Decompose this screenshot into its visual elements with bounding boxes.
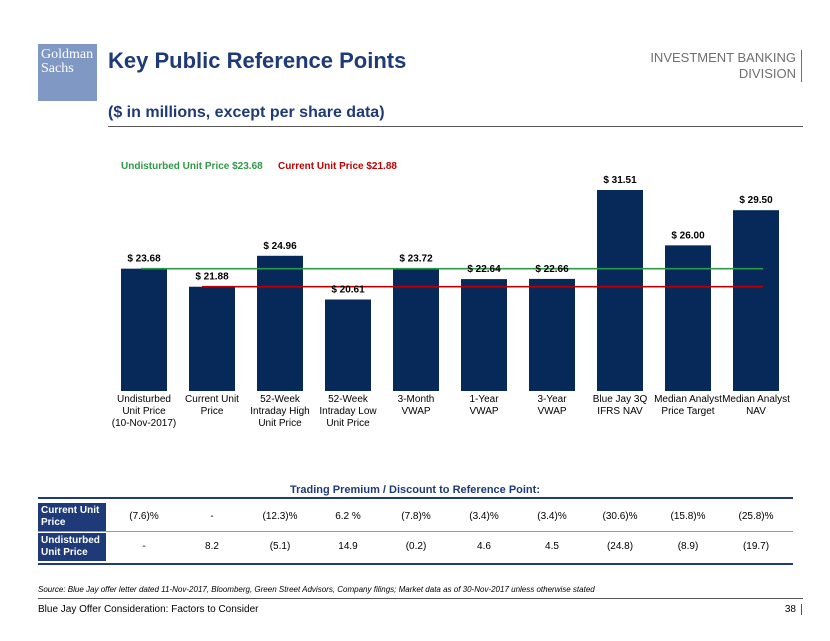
table-cell: (19.7) xyxy=(742,541,770,552)
bar-value-label-3: $ 24.96 xyxy=(263,241,297,252)
bar-value-label-9: $ 26.00 xyxy=(671,230,705,241)
bar-7 xyxy=(529,278,575,391)
logo-line-2: Sachs xyxy=(41,61,74,76)
x-tick-label-10: Median Analyst NAV xyxy=(722,394,790,417)
table-cell: 14.9 xyxy=(338,541,358,552)
bar-1 xyxy=(121,268,167,391)
table-cell: (3.4)% xyxy=(469,511,499,522)
labels-layer: $ 23.68 Undisturbed Unit Price (10-Nov-2017… xyxy=(112,175,790,429)
bar-5 xyxy=(393,268,439,391)
bar-value-label-2: $ 21.88 xyxy=(195,272,229,283)
table-title: Trading Premium / Discount to Reference … xyxy=(290,484,540,496)
x-tick-label-6: 1-Year VWAP xyxy=(469,394,499,417)
x-tick-label-4: 52-Week Intraday Low Unit Price xyxy=(319,394,377,429)
footer-title: Blue Jay Offer Consideration: Factors to… xyxy=(38,604,259,615)
bar-6 xyxy=(461,279,507,391)
x-tick-label-8: Blue Jay 3Q IFRS NAV xyxy=(593,394,648,417)
current-price-legend: Current Unit Price $21.88 xyxy=(278,161,397,172)
bar-9 xyxy=(665,245,711,391)
table-cell: (15.8)% xyxy=(670,511,706,522)
table-cell: (5.1) xyxy=(269,541,291,552)
x-tick-label-2: Current Unit Price xyxy=(185,394,239,417)
page-subtitle: ($ in millions, except per share data) xyxy=(108,104,385,121)
table-cell: 4.5 xyxy=(545,541,559,552)
x-tick-label-7: 3-Year VWAP xyxy=(537,394,567,417)
table-cell: 6.2 % xyxy=(335,511,361,522)
bar-value-label-6: $ 22.64 xyxy=(467,264,501,275)
table-row: Current Unit Price (7.6)% - (12.3)% 6.2 % (7.… xyxy=(38,503,793,532)
logo-line-1: Goldman xyxy=(41,47,94,62)
table-cell: 8.2 xyxy=(205,541,219,552)
reference-points-bar-chart: $ 23.68 Undisturbed Unit Price (10-Nov-2017… xyxy=(112,175,790,429)
table-cell: (0.2) xyxy=(405,541,427,552)
undisturbed-price-legend: Undisturbed Unit Price $23.68 xyxy=(121,161,263,172)
table-top-rule xyxy=(38,497,793,499)
table-cell: (24.8) xyxy=(606,541,634,552)
bar-value-label-10: $ 29.50 xyxy=(739,195,773,206)
header-divider xyxy=(108,126,803,127)
x-tick-label-3: 52-Week Intraday High Unit Price xyxy=(250,394,309,429)
table-cell: 4.6 xyxy=(477,541,491,552)
row-header: Current Unit Price xyxy=(38,503,106,531)
page-number: 38 xyxy=(785,604,802,615)
bar-2 xyxy=(189,286,235,391)
bar-value-label-1: $ 23.68 xyxy=(127,254,161,265)
table-cell: (3.4)% xyxy=(537,511,567,522)
bar-value-label-5: $ 23.72 xyxy=(399,253,433,264)
goldman-sachs-logo: Goldman Sachs xyxy=(38,44,97,101)
bar-10 xyxy=(733,210,779,391)
division-line-2: DIVISION xyxy=(738,66,796,81)
footer-divider xyxy=(38,598,803,599)
bar-8 xyxy=(597,190,643,391)
table-cell: (30.6)% xyxy=(602,511,638,522)
row-header: Undisturbed Unit Price xyxy=(38,533,106,561)
table-cell: (12.3)% xyxy=(262,511,298,522)
bar-value-label-7: $ 22.66 xyxy=(535,264,569,275)
bar-3 xyxy=(257,255,303,391)
table-cell: (7.6)% xyxy=(129,511,159,522)
reference-lines-layer xyxy=(141,267,763,288)
x-tick-label-1: Undisturbed Unit Price (10-Nov-2017) xyxy=(112,394,176,429)
x-tick-label-9: Median Analyst Price Target xyxy=(654,394,722,417)
division-label: INVESTMENT BANKING DIVISION xyxy=(650,50,802,82)
bar-value-label-8: $ 31.51 xyxy=(603,175,637,186)
division-line-1: INVESTMENT BANKING xyxy=(650,50,796,65)
bar-4 xyxy=(325,299,371,391)
x-tick-label-5: 3-Month VWAP xyxy=(398,394,435,417)
bar-value-label-4: $ 20.61 xyxy=(331,284,365,295)
source-note: Source: Blue Jay offer letter dated 11-N… xyxy=(38,585,595,594)
table-cell: (7.8)% xyxy=(401,511,431,522)
table-bottom-rule xyxy=(38,563,793,565)
table-cell: (25.8)% xyxy=(738,511,774,522)
table-cell: (8.9) xyxy=(677,541,699,552)
bars-layer xyxy=(121,190,779,391)
table-cell: - xyxy=(142,541,146,552)
table-row: Undisturbed Unit Price - 8.2 (5.1) 14.9 (0.2)… xyxy=(38,533,793,561)
table-cell: - xyxy=(210,511,214,522)
page-title: Key Public Reference Points xyxy=(108,48,407,73)
